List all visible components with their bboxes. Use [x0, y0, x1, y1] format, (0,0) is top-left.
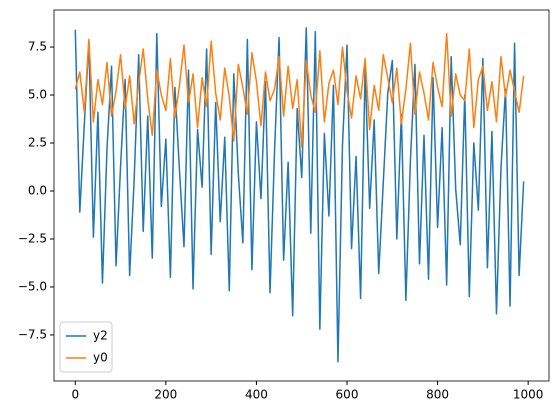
y-tick-label: 5.0	[28, 88, 47, 102]
legend-label: y0	[93, 351, 108, 365]
x-tick-label: 400	[245, 388, 268, 402]
y-tick-label: −7.5	[18, 327, 47, 341]
series-line	[74, 32, 525, 148]
legend-box	[59, 321, 113, 373]
x-tick-label: 1000	[513, 388, 544, 402]
y-tick-label: −5.0	[18, 279, 47, 293]
series-line	[74, 27, 525, 363]
y-tick-label: 0.0	[28, 183, 47, 197]
y-tick-label: 2.5	[28, 136, 47, 150]
x-tick-label: 0	[71, 388, 79, 402]
axes-frame	[53, 9, 550, 382]
legend-label: y2	[93, 329, 108, 343]
y-tick-label: 7.5	[28, 40, 47, 54]
y-tick-label: −2.5	[18, 231, 47, 245]
x-tick-label: 200	[154, 388, 177, 402]
x-tick-label: 600	[336, 388, 359, 402]
x-tick-label: 800	[426, 388, 449, 402]
